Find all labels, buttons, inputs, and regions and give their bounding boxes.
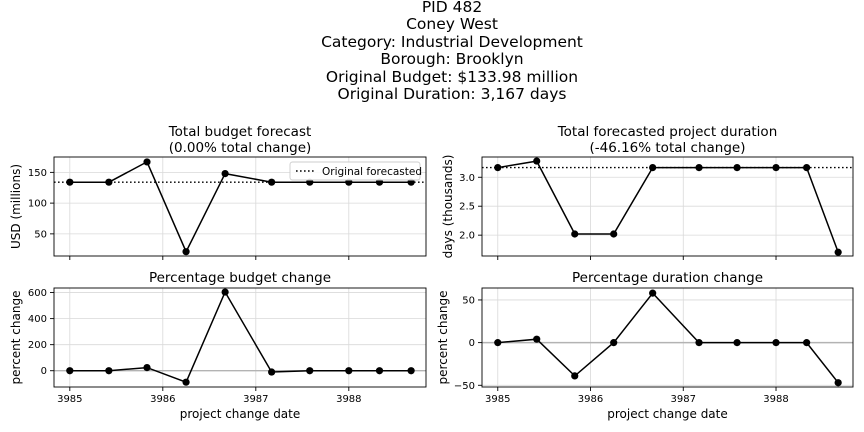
data-point: [533, 335, 541, 343]
data-point: [733, 339, 741, 347]
series-line: [69, 160, 412, 254]
y-tick-label: 0: [469, 338, 475, 349]
y-axis-label: USD (millions): [9, 164, 23, 249]
data-point: [772, 339, 780, 347]
data-point: [772, 163, 780, 172]
y-tick-label: 150: [28, 168, 47, 179]
data-point: [66, 178, 74, 186]
data-point: [105, 367, 113, 375]
y-tick-label: 3.0: [459, 173, 475, 184]
data-point: [695, 339, 703, 347]
x-tick-label: 3985: [485, 394, 510, 405]
data-point: [695, 163, 703, 172]
suptitle-line: Original Budget: $133.98 million: [326, 68, 578, 86]
legend: Original forecasted: [289, 161, 422, 181]
x-axis-label: project change date: [180, 407, 301, 421]
data-point: [268, 178, 276, 186]
y-tick-label: 2.0: [459, 231, 475, 242]
data-point: [268, 368, 276, 376]
x-tick-label: 3987: [243, 394, 268, 405]
suptitle-line: PID 482: [422, 0, 482, 16]
data-point: [375, 367, 384, 375]
y-tick-label: 200: [28, 340, 47, 351]
data-point: [182, 248, 190, 256]
y-axis-label: percent change: [9, 291, 23, 385]
y-axis-label: days (thousands): [441, 155, 455, 259]
axes-frame: [481, 287, 854, 388]
data-point: [66, 367, 74, 375]
data-point: [571, 230, 579, 238]
suptitle-line: Original Duration: 3,167 days: [338, 85, 567, 103]
subplots: 50 100 150 Total budget forecast(0.00% tota…: [9, 124, 854, 421]
x-tick-label: 3986: [578, 394, 603, 405]
suptitle-line: Category: Industrial Development: [321, 33, 583, 51]
data-point: [649, 289, 657, 297]
x-tick-label: 3987: [671, 394, 696, 405]
data-point: [105, 178, 113, 186]
subplot-title: Total forecasted project duration: [557, 124, 778, 140]
x-axis-label: project change date: [607, 407, 728, 421]
x-tick-label: 3988: [336, 394, 361, 405]
data-point: [733, 163, 741, 172]
data-point: [649, 163, 657, 172]
subplot-pct_budget: 0 200 400 600 3985 3986 3987 3988 Percentage bud…: [9, 270, 427, 421]
data-point: [221, 170, 229, 178]
data-point: [834, 379, 842, 387]
data-point: [803, 339, 811, 347]
y-tick-label: 50: [462, 295, 475, 306]
figure-suptitle: PID 482 Coney West Category: Industrial …: [321, 0, 583, 103]
data-point: [494, 163, 502, 172]
data-point: [571, 372, 579, 380]
data-point: [345, 367, 353, 375]
subplot-budget: 50 100 150 Total budget forecast(0.00% tota…: [9, 124, 427, 260]
data-point: [407, 367, 415, 375]
y-tick-label: −50: [454, 381, 475, 392]
y-tick-label: 2.5: [459, 202, 475, 213]
y-tick-label: 600: [28, 288, 47, 299]
data-point: [533, 157, 541, 165]
data-point: [494, 339, 502, 347]
legend-label: Original forecasted: [322, 166, 422, 178]
subplot-duration: 2.0 2.5 3.0 Total forecasted project durati…: [441, 124, 854, 260]
suptitle-line: Borough: Brooklyn: [380, 50, 523, 68]
data-point: [143, 158, 151, 166]
data-point: [182, 378, 190, 386]
series-line: [497, 160, 839, 253]
legend-box: [289, 161, 421, 181]
subplot-title: (-46.16% total change): [589, 140, 745, 156]
axes-frame: [53, 156, 427, 257]
axes-frame: [53, 287, 427, 388]
y-tick-label: 100: [28, 199, 47, 210]
x-tick-label: 3988: [763, 394, 788, 405]
data-point: [143, 363, 151, 372]
subplot-title: Percentage budget change: [149, 270, 331, 286]
subplot-title: Percentage duration change: [572, 270, 763, 286]
x-tick-label: 3986: [150, 394, 175, 405]
data-point: [834, 248, 842, 256]
series-line: [69, 290, 412, 384]
y-tick-label: 50: [34, 229, 47, 240]
data-point: [803, 163, 811, 172]
x-tick-label: 3985: [57, 394, 82, 405]
y-tick-label: 0: [41, 366, 47, 377]
data-point: [610, 339, 618, 347]
subplot-title: Total budget forecast: [168, 124, 312, 140]
subplot-pct_duration: −50 0 50 3985 3986 3987 3988 Percentage duratio…: [436, 270, 854, 421]
subplot-title: (0.00% total change): [169, 140, 312, 156]
y-axis-label: percent change: [436, 291, 450, 385]
data-point: [610, 230, 618, 238]
series-line: [497, 291, 839, 384]
y-tick-label: 400: [28, 314, 47, 325]
data-point: [306, 367, 314, 375]
suptitle-line: Coney West: [406, 15, 498, 33]
data-point: [221, 288, 229, 296]
